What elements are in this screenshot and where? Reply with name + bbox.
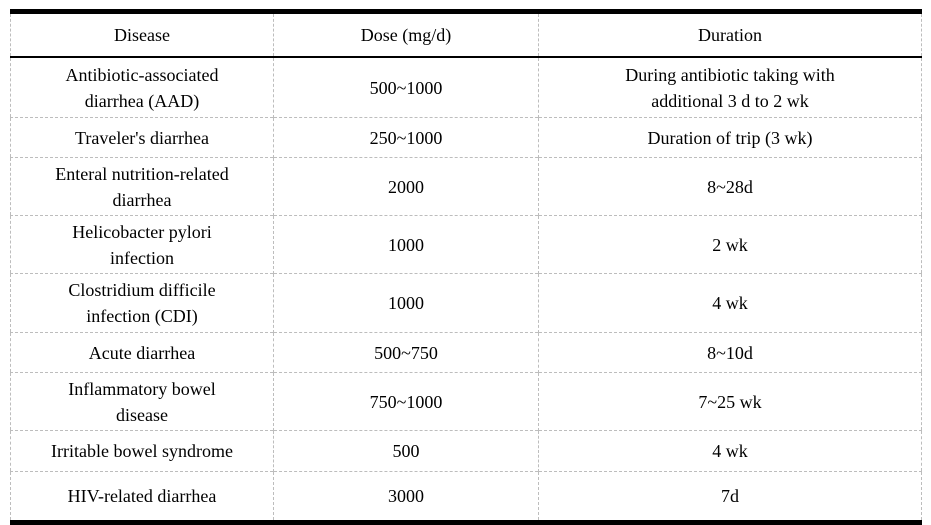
table-row: Helicobacter pylori infection 1000 2 wk — [10, 215, 922, 274]
cell-dose: 3000 — [273, 471, 539, 523]
cell-duration: During antibiotic taking with additional… — [538, 56, 922, 118]
cell-duration: 4 wk — [538, 273, 922, 333]
cell-duration: 8~10d — [538, 332, 922, 373]
cell-duration: Duration of trip (3 wk) — [538, 117, 922, 158]
cell-dose: 500~750 — [273, 332, 539, 373]
header-row: Disease Dose (mg/d) Duration — [10, 11, 922, 58]
table-row: Clostridium difficile infection (CDI) 10… — [10, 273, 922, 333]
cell-disease: HIV-related diarrhea — [10, 471, 274, 523]
cell-dose: 750~1000 — [273, 372, 539, 431]
cell-dose: 500 — [273, 430, 539, 472]
table-row: Acute diarrhea 500~750 8~10d — [10, 332, 922, 373]
table-row: Irritable bowel syndrome 500 4 wk — [10, 430, 922, 472]
cell-disease: Acute diarrhea — [10, 332, 274, 373]
page: Disease Dose (mg/d) Duration Antibiotic-… — [10, 9, 922, 525]
cell-dose: 250~1000 — [273, 117, 539, 158]
cell-dose: 1000 — [273, 273, 539, 333]
table-row: Enteral nutrition-related diarrhea 2000 … — [10, 157, 922, 216]
table-row: Antibiotic-associated diarrhea (AAD) 500… — [10, 56, 922, 118]
cell-duration: 4 wk — [538, 430, 922, 472]
cell-disease: Enteral nutrition-related diarrhea — [10, 157, 274, 216]
cell-dose: 1000 — [273, 215, 539, 274]
cell-duration: 7d — [538, 471, 922, 523]
column-header-disease: Disease — [10, 11, 274, 58]
cell-disease: Clostridium difficile infection (CDI) — [10, 273, 274, 333]
cell-disease: Antibiotic-associated diarrhea (AAD) — [10, 56, 274, 118]
column-header-dose: Dose (mg/d) — [273, 11, 539, 58]
cell-duration: 2 wk — [538, 215, 922, 274]
cell-duration: 8~28d — [538, 157, 922, 216]
table-row: Traveler's diarrhea 250~1000 Duration of… — [10, 117, 922, 158]
cell-disease: Inflammatory bowel disease — [10, 372, 274, 431]
cell-dose: 2000 — [273, 157, 539, 216]
cell-disease: Irritable bowel syndrome — [10, 430, 274, 472]
cell-disease: Helicobacter pylori infection — [10, 215, 274, 274]
table-row: Inflammatory bowel disease 750~1000 7~25… — [10, 372, 922, 431]
cell-dose: 500~1000 — [273, 56, 539, 118]
column-header-duration: Duration — [538, 11, 922, 58]
dosage-table: Disease Dose (mg/d) Duration Antibiotic-… — [10, 9, 922, 525]
cell-duration: 7~25 wk — [538, 372, 922, 431]
cell-disease: Traveler's diarrhea — [10, 117, 274, 158]
table-row: HIV-related diarrhea 3000 7d — [10, 471, 922, 523]
